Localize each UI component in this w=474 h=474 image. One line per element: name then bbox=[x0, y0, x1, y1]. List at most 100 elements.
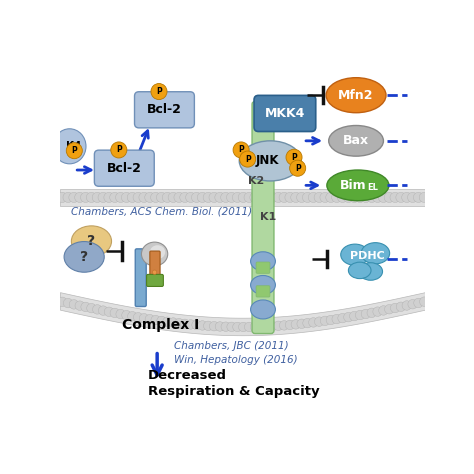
Ellipse shape bbox=[327, 170, 389, 201]
Ellipse shape bbox=[64, 242, 104, 272]
Circle shape bbox=[396, 192, 406, 202]
Circle shape bbox=[145, 192, 155, 202]
Text: K1: K1 bbox=[260, 212, 277, 222]
Circle shape bbox=[355, 192, 365, 202]
Circle shape bbox=[227, 322, 237, 332]
Circle shape bbox=[111, 142, 127, 158]
Circle shape bbox=[320, 316, 330, 326]
Circle shape bbox=[92, 305, 102, 314]
Circle shape bbox=[262, 322, 272, 331]
Ellipse shape bbox=[348, 262, 371, 279]
FancyBboxPatch shape bbox=[150, 251, 160, 279]
Text: JNK: JNK bbox=[255, 155, 279, 167]
Circle shape bbox=[221, 322, 230, 331]
Text: ?: ? bbox=[87, 234, 96, 248]
Circle shape bbox=[186, 192, 196, 202]
Circle shape bbox=[203, 192, 213, 202]
Text: Bcl-2: Bcl-2 bbox=[107, 162, 142, 175]
Circle shape bbox=[69, 300, 79, 309]
Circle shape bbox=[133, 192, 143, 202]
Circle shape bbox=[349, 311, 359, 321]
Ellipse shape bbox=[341, 244, 369, 265]
FancyBboxPatch shape bbox=[254, 95, 316, 131]
Ellipse shape bbox=[251, 252, 275, 271]
Circle shape bbox=[332, 314, 341, 324]
Circle shape bbox=[157, 316, 166, 326]
Ellipse shape bbox=[361, 243, 390, 264]
Circle shape bbox=[384, 304, 394, 314]
FancyBboxPatch shape bbox=[256, 262, 270, 273]
Text: PDHC: PDHC bbox=[350, 251, 384, 261]
Circle shape bbox=[233, 142, 249, 158]
Circle shape bbox=[290, 160, 306, 176]
Circle shape bbox=[66, 143, 82, 159]
Circle shape bbox=[210, 321, 219, 331]
Text: P: P bbox=[238, 146, 244, 155]
Circle shape bbox=[81, 192, 91, 202]
Circle shape bbox=[349, 192, 359, 202]
Circle shape bbox=[279, 192, 289, 202]
Text: P: P bbox=[116, 146, 122, 155]
Circle shape bbox=[401, 192, 412, 202]
Circle shape bbox=[373, 307, 383, 316]
Circle shape bbox=[373, 192, 383, 202]
Text: EL: EL bbox=[367, 183, 378, 192]
Circle shape bbox=[156, 192, 167, 202]
Circle shape bbox=[384, 192, 394, 202]
Circle shape bbox=[379, 306, 388, 315]
Circle shape bbox=[192, 320, 201, 330]
Circle shape bbox=[151, 192, 161, 202]
Text: P: P bbox=[245, 155, 251, 164]
Text: P: P bbox=[295, 164, 301, 173]
Circle shape bbox=[250, 322, 260, 332]
Circle shape bbox=[286, 149, 302, 165]
Circle shape bbox=[356, 310, 365, 320]
Circle shape bbox=[57, 297, 67, 307]
Circle shape bbox=[361, 192, 371, 202]
Circle shape bbox=[87, 303, 96, 313]
Text: Mfn2: Mfn2 bbox=[338, 89, 374, 102]
Circle shape bbox=[198, 321, 207, 330]
Circle shape bbox=[273, 321, 283, 330]
Circle shape bbox=[238, 192, 248, 202]
Circle shape bbox=[291, 192, 301, 202]
Text: Bim: Bim bbox=[340, 179, 367, 192]
Circle shape bbox=[69, 192, 79, 202]
Circle shape bbox=[57, 192, 67, 202]
Circle shape bbox=[174, 319, 184, 328]
Circle shape bbox=[378, 192, 389, 202]
Circle shape bbox=[361, 309, 371, 319]
Circle shape bbox=[414, 298, 423, 308]
Circle shape bbox=[240, 151, 255, 167]
Circle shape bbox=[279, 320, 289, 330]
FancyBboxPatch shape bbox=[146, 274, 164, 286]
Ellipse shape bbox=[251, 300, 275, 319]
Circle shape bbox=[180, 319, 190, 328]
Polygon shape bbox=[61, 292, 425, 336]
Circle shape bbox=[168, 192, 178, 202]
Circle shape bbox=[197, 192, 208, 202]
Circle shape bbox=[245, 322, 254, 332]
Text: K2: K2 bbox=[247, 176, 264, 186]
Circle shape bbox=[109, 192, 120, 202]
Circle shape bbox=[139, 192, 149, 202]
Circle shape bbox=[343, 192, 354, 202]
Circle shape bbox=[233, 322, 242, 332]
Circle shape bbox=[326, 315, 336, 325]
Circle shape bbox=[273, 192, 283, 202]
Circle shape bbox=[174, 192, 184, 202]
Circle shape bbox=[314, 192, 324, 202]
Circle shape bbox=[215, 192, 225, 202]
Circle shape bbox=[63, 192, 73, 202]
Text: MKK4: MKK4 bbox=[264, 107, 305, 120]
Circle shape bbox=[75, 301, 84, 310]
FancyBboxPatch shape bbox=[256, 286, 270, 297]
Text: P: P bbox=[72, 146, 77, 155]
Circle shape bbox=[309, 318, 318, 327]
Circle shape bbox=[308, 192, 319, 202]
Circle shape bbox=[92, 192, 102, 202]
Circle shape bbox=[332, 192, 342, 202]
Text: P: P bbox=[291, 153, 297, 162]
Circle shape bbox=[390, 192, 400, 202]
Circle shape bbox=[267, 192, 278, 202]
